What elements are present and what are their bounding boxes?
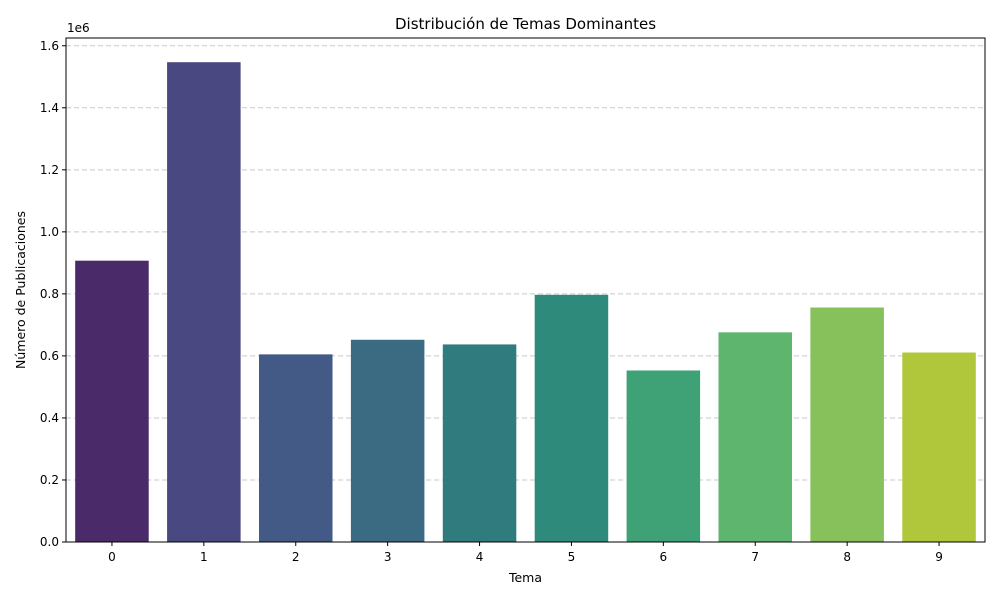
bars [75,62,976,542]
chart-title: Distribución de Temas Dominantes [395,15,656,33]
bar-tema-1 [167,62,241,542]
y-tick-label: 0.6 [40,349,59,363]
bar-tema-6 [626,370,701,542]
x-tick-label: 2 [292,550,300,564]
bar-tema-2 [258,354,333,542]
y-axis-ticks: 0.0 0.2 0.4 0.6 0.8 1.0 1.2 1.4 1.6 [40,39,66,549]
x-tick-label: 8 [843,550,851,564]
bar-tema-7 [718,332,793,542]
y-tick-label: 0.2 [40,473,59,487]
x-tick-label: 0 [108,550,116,564]
bar-tema-4 [442,344,517,542]
bar-tema-5 [534,294,609,542]
y-tick-label: 1.4 [40,101,59,115]
x-tick-label: 6 [660,550,668,564]
y-tick-label: 1.6 [40,39,59,53]
bar-tema-0 [75,260,149,542]
y-axis-label: Número de Publicaciones [13,211,28,369]
plot-frame [65,37,986,543]
x-tick-label: 3 [384,550,392,564]
x-tick-label: 7 [751,550,759,564]
x-tick-label: 1 [200,550,208,564]
y-tick-label: 0.0 [40,535,59,549]
x-tick-label: 5 [568,550,576,564]
x-axis-label: Tema [508,570,542,585]
bar-tema-3 [350,339,425,542]
bar-tema-9 [902,352,976,542]
y-tick-label: 0.8 [40,287,59,301]
y-tick-label: 1.0 [40,225,59,239]
x-axis-ticks: 0 1 2 3 4 5 6 7 8 9 [108,542,943,564]
y-tick-label: 1.2 [40,163,59,177]
x-tick-label: 9 [935,550,943,564]
bar-tema-8 [810,307,884,542]
y-tick-label: 0.4 [40,411,59,425]
y-axis-offset-label: 1e6 [67,21,90,35]
x-tick-label: 4 [476,550,484,564]
